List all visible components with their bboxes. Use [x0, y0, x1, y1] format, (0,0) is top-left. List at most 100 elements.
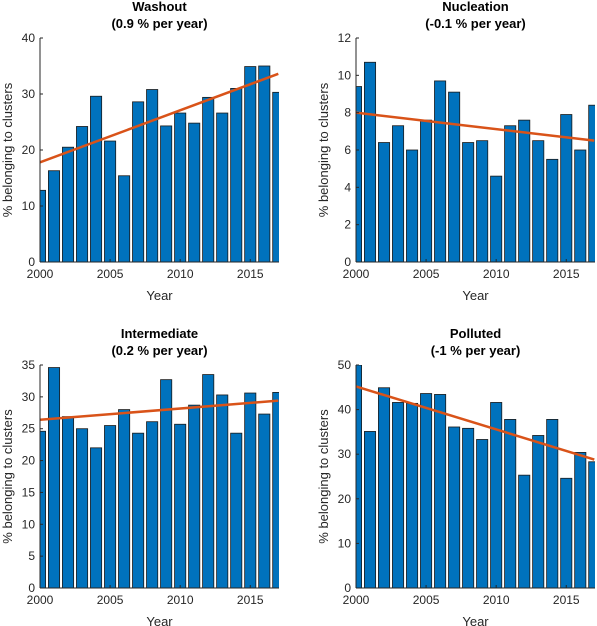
- x-tick-label: 2000: [343, 267, 370, 281]
- x-tick-label: 2000: [27, 267, 54, 281]
- trend-line: [40, 72, 279, 164]
- x-tick-label: 2005: [413, 593, 440, 607]
- y-tick-label: 30: [22, 390, 36, 404]
- bar-2017: [272, 91, 279, 262]
- x-axis-label: Year: [462, 288, 489, 303]
- bar-2013: [532, 435, 545, 588]
- bar-2001: [48, 367, 61, 588]
- bar-2011: [188, 404, 201, 588]
- bar-2009: [476, 439, 489, 588]
- chart-title: Nucleation: [442, 0, 509, 14]
- bar-2002: [62, 416, 75, 588]
- y-tick-label: 20: [338, 492, 352, 506]
- bar-2004: [90, 447, 103, 588]
- bar-2006: [434, 394, 447, 588]
- y-tick-label: 6: [344, 143, 351, 157]
- bar-2002: [378, 387, 391, 588]
- bar-2013: [532, 140, 545, 262]
- bar-2007: [132, 432, 145, 588]
- x-tick-label: 2000: [343, 593, 370, 607]
- y-tick-label: 0: [28, 255, 35, 269]
- plot-area: [40, 367, 279, 588]
- y-tick-label: 40: [22, 31, 36, 45]
- bar-2003: [392, 125, 405, 262]
- bar-2003: [392, 402, 405, 588]
- bar-2006: [118, 175, 131, 262]
- bar-2010: [174, 112, 187, 262]
- bar-2007: [448, 91, 461, 262]
- bar-2014: [230, 432, 243, 588]
- bar-2015: [244, 392, 257, 588]
- y-axis-label: % belonging to clusters: [0, 409, 15, 544]
- trend-line: [356, 111, 595, 142]
- bar-2000: [40, 430, 46, 588]
- bar-2011: [188, 122, 201, 262]
- bar-2011: [504, 125, 517, 262]
- bar-2009: [160, 379, 173, 588]
- y-tick-label: 0: [344, 255, 351, 269]
- bar-2012: [202, 374, 215, 588]
- bar-2010: [174, 423, 187, 588]
- chart-panel-1: 0 10 20 30 40 2000 2005 2010 2015 Washout (0.9 % p…: [0, 0, 279, 303]
- y-tick-label: 10: [338, 68, 352, 82]
- bar-2004: [406, 149, 419, 262]
- y-tick-label: 30: [22, 87, 36, 101]
- bar-2000: [40, 189, 46, 262]
- y-tick-label: 12: [338, 31, 352, 45]
- chart-subtitle: (-0.1 % per year): [425, 16, 525, 31]
- bar-2005: [420, 393, 433, 588]
- bar-2016: [574, 149, 587, 262]
- bar-2016: [258, 65, 271, 262]
- y-tick-label: 4: [344, 180, 351, 194]
- x-axis-label: Year: [146, 288, 173, 303]
- bar-2004: [90, 95, 103, 262]
- chart-title: Polluted: [450, 326, 501, 341]
- chart-title: Intermediate: [121, 326, 198, 341]
- y-tick-label: 40: [338, 403, 352, 417]
- y-tick-label: 30: [338, 447, 352, 461]
- bar-2006: [434, 80, 447, 262]
- plot-area: [356, 365, 595, 588]
- bar-2005: [104, 425, 117, 588]
- bar-2017: [272, 391, 279, 588]
- plot-area: [356, 61, 595, 262]
- bar-2002: [62, 146, 75, 262]
- bar-2017: [588, 461, 595, 588]
- bar-2005: [104, 140, 117, 262]
- x-tick-label: 2005: [97, 593, 124, 607]
- bar-2008: [146, 421, 159, 588]
- bar-2005: [420, 119, 433, 262]
- bar-2012: [518, 474, 531, 588]
- x-tick-label: 2010: [167, 593, 194, 607]
- x-tick-label: 2015: [237, 267, 264, 281]
- bar-2011: [504, 419, 517, 588]
- bar-2003: [76, 126, 89, 262]
- y-tick-label: 5: [28, 549, 35, 563]
- y-tick-label: 15: [22, 485, 36, 499]
- bar-2009: [160, 125, 173, 262]
- y-tick-label: 35: [22, 358, 36, 372]
- y-tick-label: 10: [338, 536, 352, 550]
- bar-2001: [48, 170, 61, 262]
- bar-2016: [574, 452, 587, 588]
- bar-2015: [244, 66, 257, 262]
- bar-2000: [356, 86, 363, 262]
- bar-2015: [560, 477, 573, 588]
- x-tick-label: 2015: [553, 593, 580, 607]
- bar-2013: [216, 394, 229, 588]
- y-axis-label: % belonging to clusters: [316, 409, 331, 544]
- y-tick-label: 50: [338, 358, 352, 372]
- bar-2001: [364, 61, 377, 262]
- bar-2012: [202, 96, 215, 262]
- y-axis-label: % belonging to clusters: [316, 82, 331, 217]
- y-tick-label: 8: [344, 106, 351, 120]
- y-tick-label: 20: [22, 143, 36, 157]
- y-tick-label: 10: [22, 517, 36, 531]
- x-tick-label: 2015: [237, 593, 264, 607]
- bar-2017: [588, 104, 595, 262]
- bar-2016: [258, 413, 271, 588]
- chart-panel-4: 0 10 20 30 40 50 2000 2005 2010 2015 Polluted (-1 %…: [316, 326, 595, 626]
- y-axis-label: % belonging to clusters: [0, 82, 15, 217]
- trend-line: [40, 399, 279, 422]
